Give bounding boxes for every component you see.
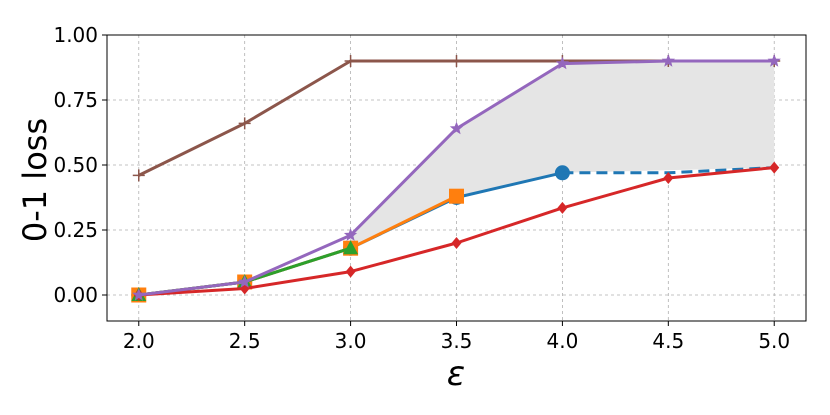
data-point [451, 237, 462, 249]
data-point [767, 54, 781, 67]
data-point [661, 54, 675, 67]
data-point [449, 188, 464, 204]
data-point [663, 172, 674, 184]
data-point [343, 228, 358, 241]
y-tick-label: 0.75 [53, 88, 98, 112]
series-5 [133, 161, 780, 301]
x-tick-label: 4.0 [547, 329, 579, 353]
data-point [345, 265, 356, 278]
x-tick-label: 2.0 [123, 329, 155, 353]
data-point [132, 288, 146, 301]
series-layer [131, 54, 781, 303]
series-6 [132, 54, 781, 301]
ticks: 2.0 2.5 3.0 3.5 4.0 4.5 5.0 0.00 0.25 0.50 0.75 1.0… [53, 23, 790, 353]
data-point [343, 240, 359, 255]
y-tick-label: 0.25 [53, 218, 98, 242]
data-point [557, 201, 568, 214]
y-tick-label: 0.00 [53, 283, 98, 307]
shaded-region-layer [350, 61, 775, 249]
y-tick-label: 0.50 [53, 153, 98, 177]
x-tick-label: 4.5 [652, 329, 684, 353]
y-tick-label: 1.00 [53, 23, 98, 47]
x-tick-label: 3.0 [335, 329, 367, 353]
y-axis-label: 0-1 loss [16, 118, 54, 242]
data-point [238, 117, 251, 130]
x-axis-label: ε [447, 354, 465, 394]
x-tick-label: 3.5 [441, 329, 473, 353]
data-point [449, 121, 464, 135]
data-point [344, 55, 357, 67]
data-point [769, 161, 780, 174]
shaded-region [350, 61, 775, 249]
data-point [450, 55, 463, 67]
x-tick-label: 5.0 [758, 329, 790, 353]
data-point [238, 275, 252, 288]
x-tick-label: 2.5 [229, 329, 261, 353]
data-point [132, 169, 145, 182]
data-point [555, 56, 570, 70]
